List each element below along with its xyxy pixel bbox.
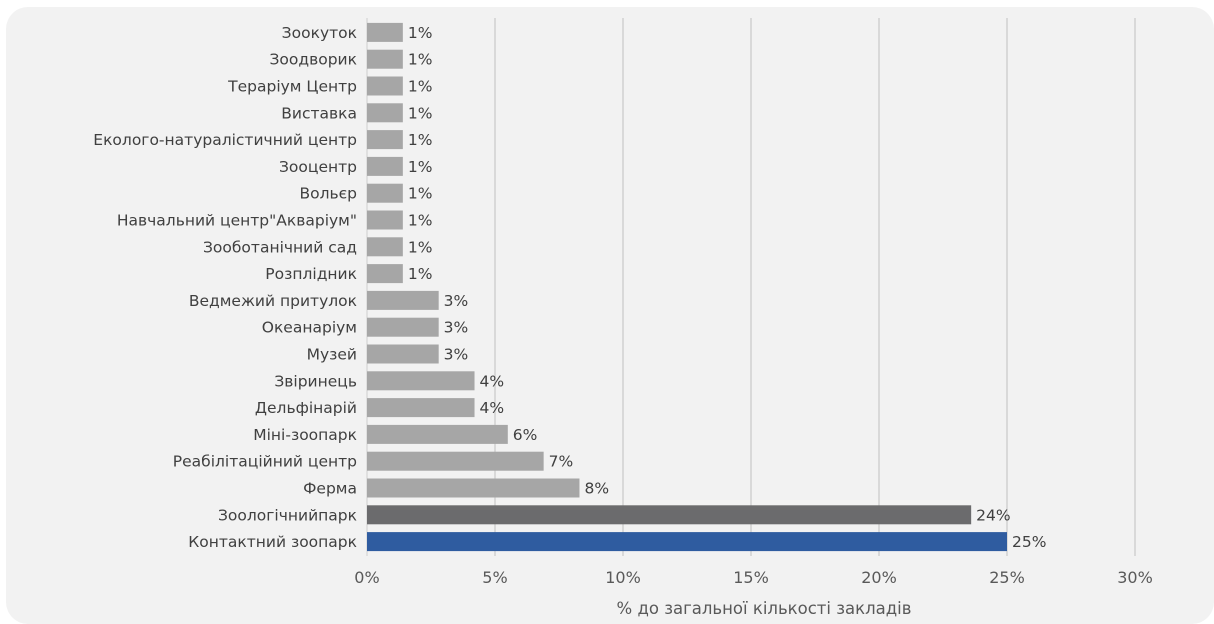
data-label: 1% (408, 131, 433, 149)
bar (367, 344, 439, 364)
bar (367, 290, 439, 310)
category-label: Контактний зоопарк (188, 533, 357, 551)
category-label: Океанаріум (262, 319, 357, 337)
bar (367, 156, 403, 176)
x-tick-label: 10% (605, 568, 641, 587)
data-label: 4% (480, 372, 505, 390)
x-axis-label: % до загальної кількості закладів (617, 599, 912, 618)
bar (367, 532, 1007, 552)
bar (367, 210, 403, 230)
category-label: Міні-зоопарк (253, 426, 357, 444)
x-tick-label: 0% (354, 568, 379, 587)
category-labels: Зоокуток Зоодворик Тераріум Центр Виставка Е… (93, 24, 357, 551)
category-label: Реабілітаційний центр (173, 453, 357, 471)
category-label: Зоокуток (282, 24, 357, 42)
category-label: Зооцентр (279, 158, 357, 176)
bar (367, 317, 439, 337)
category-label: Зоодворик (269, 51, 357, 69)
data-label: 24% (976, 506, 1010, 524)
bar (367, 264, 403, 284)
data-label: 8% (584, 480, 609, 498)
category-label: Розплідник (265, 265, 357, 283)
x-tick-label: 25% (989, 568, 1025, 587)
data-label: 1% (408, 185, 433, 203)
bar (367, 478, 580, 498)
data-label: 3% (444, 319, 469, 337)
data-label: 1% (408, 158, 433, 176)
data-labels: 1% 1% 1% 1% 1% 1% 1% 1% 1% 1% 3% 3% 3% 4% 4% 6% 7% 8% 24%2… (408, 24, 1047, 551)
category-label: Звіринець (274, 372, 357, 390)
bar (367, 103, 403, 123)
category-label: Вольєр (299, 185, 357, 203)
data-label: 1% (408, 238, 433, 256)
category-label: Ферма (303, 480, 357, 498)
data-label: 1% (408, 51, 433, 69)
data-label: 25% (1012, 533, 1046, 551)
category-label: Музей (307, 346, 357, 364)
bar (367, 183, 403, 203)
category-label: Еколого-натуралістичний центр (93, 131, 357, 149)
data-label: 1% (408, 78, 433, 96)
x-tick-label: 30% (1117, 568, 1153, 587)
bar (367, 505, 972, 525)
bar (367, 76, 403, 96)
bar (367, 451, 544, 471)
bar (367, 22, 403, 42)
bar (367, 237, 403, 257)
data-label: 7% (549, 453, 574, 471)
data-label: 1% (408, 24, 433, 42)
data-label: 4% (480, 399, 505, 417)
bar (367, 424, 508, 444)
x-tick-label: 15% (733, 568, 769, 587)
x-tick-label: 20% (861, 568, 897, 587)
category-label: Зоологічнийпарк (218, 506, 357, 524)
data-label: 1% (408, 212, 433, 230)
category-label: Ведмежий притулок (189, 292, 357, 310)
category-label: Зооботанічний сад (203, 238, 357, 256)
category-label: Виставка (281, 104, 357, 122)
bar (367, 49, 403, 69)
data-label: 1% (408, 104, 433, 122)
data-label: 3% (444, 346, 469, 364)
category-label: Тераріум Центр (227, 78, 357, 96)
bar (367, 398, 475, 418)
data-label: 6% (513, 426, 538, 444)
bars (367, 22, 1007, 552)
x-axis-ticks: 0% 5% 10% 15% 20% 25% 30% (354, 568, 1152, 587)
data-label: 1% (408, 265, 433, 283)
data-label: 3% (444, 292, 469, 310)
category-label: Дельфінарій (255, 399, 357, 417)
gridlines (366, 18, 1136, 556)
x-tick-label: 5% (482, 568, 507, 587)
bar (367, 130, 403, 150)
bar (367, 371, 475, 391)
category-label: Навчальний центр"Акваріум" (117, 212, 357, 230)
